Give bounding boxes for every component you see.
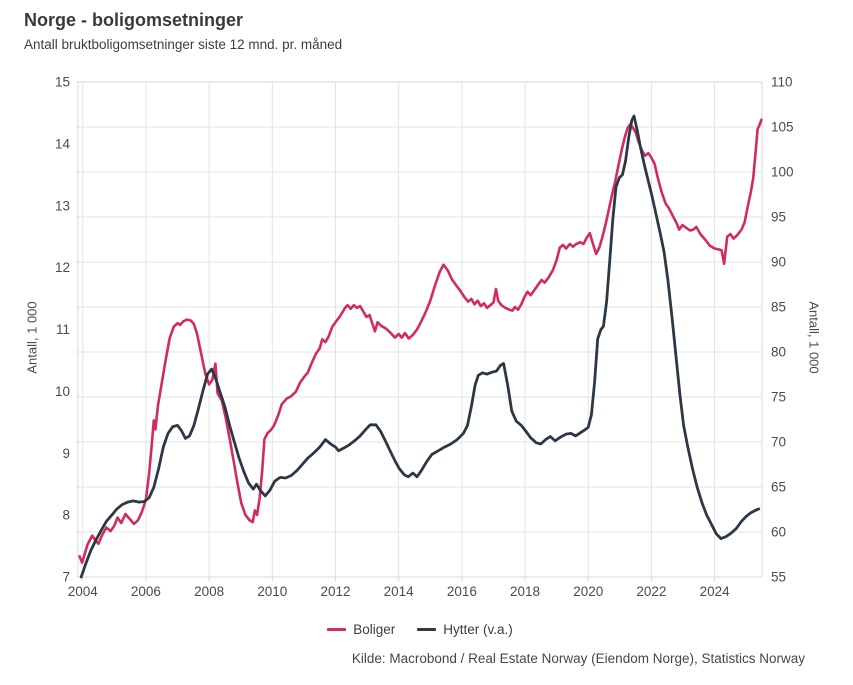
left-y-tick-label: 12 — [55, 260, 70, 275]
left-y-tick-label: 9 — [62, 446, 70, 461]
x-tick-label: 2018 — [510, 584, 540, 599]
legend-label-boliger: Boliger — [353, 622, 396, 637]
source-attribution: Kilde: Macrobond / Real Estate Norway (E… — [351, 651, 805, 666]
x-tick-label: 2010 — [257, 584, 287, 599]
right-axis-title: Antall, 1 000 — [806, 301, 822, 374]
left-y-tick-label: 11 — [56, 322, 70, 337]
x-tick-label: 2012 — [320, 584, 350, 599]
x-tick-label: 2016 — [447, 584, 477, 599]
left-axis-title: Antall, 1 000 — [24, 301, 40, 374]
right-y-tick-label: 85 — [771, 300, 786, 315]
x-tick-label: 2024 — [700, 584, 731, 599]
plot-border — [77, 81, 763, 578]
legend: Boliger Hytter (v.a.) — [78, 622, 762, 637]
right-y-tick-label: 105 — [771, 120, 794, 135]
hytter-line[interactable] — [79, 114, 761, 579]
hytter-line-swatch — [417, 628, 437, 631]
x-tick-label: 2022 — [636, 584, 666, 599]
left-y-tick-label: 15 — [55, 75, 70, 90]
left-y-tick-label: 7 — [62, 570, 70, 585]
x-tick-label: 2020 — [573, 584, 603, 599]
x-tick-label: 2004 — [68, 584, 99, 599]
legend-item-hytter[interactable]: Hytter (v.a.) — [417, 622, 513, 637]
right-y-tick-label: 55 — [771, 570, 786, 585]
left-y-tick-label: 10 — [55, 384, 70, 399]
right-y-tick-label: 90 — [771, 255, 786, 270]
right-y-tick-label: 75 — [771, 390, 786, 405]
x-tick-label: 2014 — [384, 584, 415, 599]
right-y-tick-label: 80 — [771, 345, 786, 360]
x-tick-label: 2008 — [194, 584, 224, 599]
page-title: Norge - boligomsetninger — [24, 10, 244, 30]
left-y-tick-label: 13 — [55, 198, 70, 213]
right-y-tick-label: 60 — [771, 525, 786, 540]
right-y-tick-label: 95 — [771, 210, 786, 225]
right-y-tick-label: 70 — [771, 435, 786, 450]
legend-label-hytter: Hytter (v.a.) — [443, 622, 513, 637]
right-y-tick-label: 65 — [771, 480, 786, 495]
left-y-tick-label: 14 — [55, 136, 71, 151]
boliger-line-swatch — [327, 628, 347, 631]
chart-subtitle: Antall bruktboligomsetninger siste 12 mn… — [24, 37, 343, 52]
x-tick-label: 2006 — [131, 584, 161, 599]
right-y-tick-label: 110 — [771, 75, 793, 90]
legend-item-boliger[interactable]: Boliger — [327, 622, 395, 637]
plot-area[interactable]: 7 8 9 10 11 12 13 14 15 55 60 65 70 75 80 85 90 95 100 105 1… — [0, 0, 853, 620]
left-y-tick-label: 8 — [62, 508, 70, 523]
boliger-line[interactable] — [78, 118, 763, 564]
right-y-tick-label: 100 — [771, 165, 794, 180]
